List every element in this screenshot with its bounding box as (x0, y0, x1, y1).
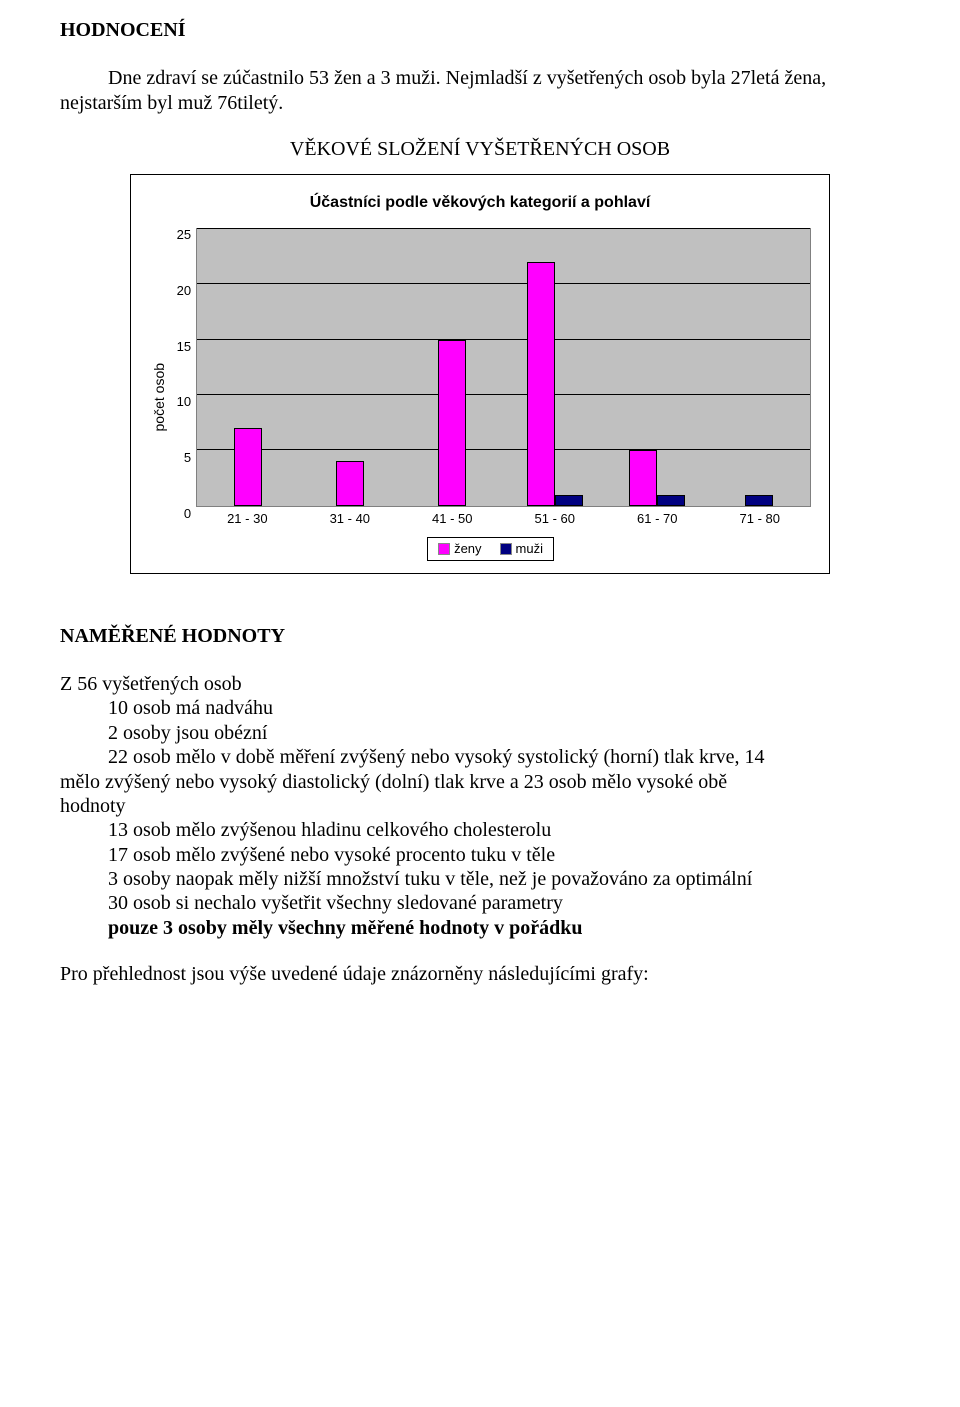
chart-bar (527, 262, 555, 505)
chart-x-tick: 41 - 50 (401, 507, 503, 529)
chart-legend-item: muži (500, 541, 543, 557)
chart-legend: ženy muži (427, 537, 554, 561)
chart-legend-swatch (438, 543, 450, 555)
chart-bar (657, 495, 685, 506)
chart-x-tick: 21 - 30 (196, 507, 298, 529)
list-summary-bold: pouze 3 osoby měly všechny měřené hodnot… (108, 916, 900, 940)
measured-values-heading: NAMĚŘENÉ HODNOTY (60, 624, 900, 648)
chart-bar (438, 340, 466, 506)
list-line: hodnoty (60, 794, 900, 818)
chart-category (606, 229, 708, 506)
chart-x-tick: 31 - 40 (299, 507, 401, 529)
measured-values-list: 10 osob má nadváhu2 osoby jsou obézní22 … (108, 696, 900, 940)
chart-bar (745, 495, 773, 506)
chart-category (401, 229, 503, 506)
chart-x-tick: 61 - 70 (606, 507, 708, 529)
list-line: 2 osoby jsou obézní (108, 721, 900, 745)
intro-paragraph: Dne zdraví se zúčastnilo 53 žen a 3 muži… (60, 66, 900, 115)
chart-category (299, 229, 401, 506)
list-line: 13 osob mělo zvýšenou hladinu celkového … (108, 818, 900, 842)
list-line: 3 osoby naopak měly nižší množství tuku … (108, 867, 900, 891)
list-intro: Z 56 vyšetřených osob (60, 672, 900, 696)
chart-y-ticks: 0510152025 (170, 228, 196, 507)
chart-x-tick: 51 - 60 (504, 507, 606, 529)
chart-legend-swatch (500, 543, 512, 555)
chart-legend-label: muži (516, 541, 543, 557)
chart-legend-item: ženy (438, 541, 481, 557)
chart-section-title: VĚKOVÉ SLOŽENÍ VYŠETŘENÝCH OSOB (60, 137, 900, 161)
chart-bar (629, 450, 657, 505)
chart-bar (555, 495, 583, 506)
chart-category (197, 229, 299, 506)
list-line: 22 osob mělo v době měření zvýšený nebo … (108, 745, 900, 769)
chart-bar (234, 428, 262, 505)
chart-category (708, 229, 810, 506)
final-paragraph: Pro přehlednost jsou výše uvedené údaje … (60, 962, 900, 986)
chart-legend-label: ženy (454, 541, 481, 557)
list-line: 10 osob má nadváhu (108, 696, 900, 720)
page-title: HODNOCENÍ (60, 18, 900, 42)
list-line: 30 osob si nechalo vyšetřit všechny sled… (108, 891, 900, 915)
list-line: 17 osob mělo zvýšené nebo vysoké procent… (108, 843, 900, 867)
chart-category (504, 229, 606, 506)
chart-title: Účastníci podle věkových kategorií a poh… (137, 181, 823, 229)
list-line: mělo zvýšený nebo vysoký diastolický (do… (60, 770, 900, 794)
chart-plot-area (196, 228, 811, 507)
age-distribution-chart: Účastníci podle věkových kategorií a poh… (130, 174, 830, 574)
chart-y-axis-label: počet osob (149, 228, 170, 566)
chart-x-ticks: 21 - 3031 - 4041 - 5051 - 6061 - 7071 - … (196, 507, 811, 529)
chart-x-tick: 71 - 80 (709, 507, 811, 529)
chart-bar (336, 461, 364, 505)
